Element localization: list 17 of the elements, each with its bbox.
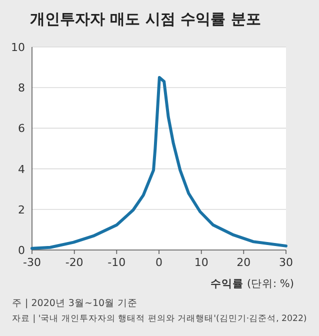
y-tick-label: 10 [11,41,25,54]
text: 자료 | '국내 개인투자자의 행태적 편의와 거래행태'(김민기·김준석, 2022) [12,314,307,324]
x-tick-label: 10 [194,256,208,269]
x-tick-label: 20 [236,256,251,269]
y-tick-label: 6 [18,122,25,136]
x-axis-title: 수익률 (단위: %) [210,278,294,290]
y-tick-label: 0 [18,244,25,257]
x-tick-label: -20 [65,256,84,269]
x-tick-label: 30 [279,256,293,269]
y-tick-label: 2 [18,203,25,216]
x-tick-label: 0 [156,256,162,269]
y-tick-label: 8 [18,82,25,95]
y-tick-label: 4 [18,162,25,176]
chart-title: 개인투자자 매도 시점 수익률 분포 [30,10,261,28]
x-tick-label: -10 [108,256,126,269]
x-tick-label: -30 [23,256,41,269]
text: 주 | 2020년 3월~10월 기준 [12,298,138,309]
